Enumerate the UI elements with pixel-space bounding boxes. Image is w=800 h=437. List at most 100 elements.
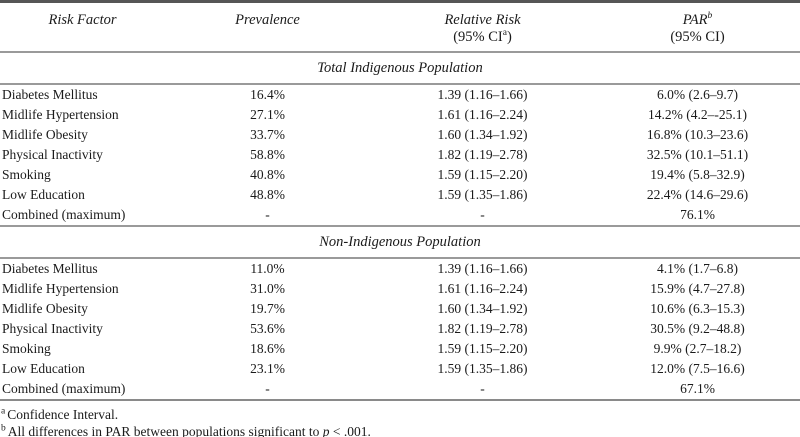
par-cell: 30.5% (9.2–48.8) [650,321,745,336]
table-row: Midlife Hypertension 27.1% 1.61 (1.16–2.24… [0,105,800,125]
table-row: Smoking 40.8% 1.59 (1.15–2.20) 19.4% (5.8–3… [0,165,800,185]
relative-risk-cell: 1.59 (1.35–1.86) [437,361,528,376]
header-relative-risk-label: Relative Risk [444,12,521,28]
par-cell: 15.9% (4.7–27.8) [650,281,745,296]
prevalence-cell: 58.8% [250,147,285,162]
relative-risk-cell: 1.59 (1.15–2.20) [437,341,528,356]
footnote-b-text: All differences in PAR between populatio… [8,424,371,437]
footnote-b: b All differences in PAR between populati… [1,423,800,437]
par-cell: 22.4% (14.6–29.6) [646,187,749,202]
par-cell: 12.0% (7.5–16.6) [650,361,745,376]
risk-factor-cell: Combined (maximum) [2,207,126,222]
prevalence-cell: - [265,207,270,222]
table-row: Combined (maximum) - - 76.1% [0,205,800,226]
risk-factor-cell: Midlife Hypertension [2,107,119,122]
footnote-a-marker: a [1,406,6,417]
prevalence-cell: 48.8% [250,187,285,202]
relative-risk-cell: 1.61 (1.16–2.24) [437,107,528,122]
table-header: Risk Factor Prevalence Relative Risk (95… [0,2,800,53]
risk-factor-cell: Smoking [2,341,51,356]
par-cell: 14.2% (4.2–-25.1) [648,107,747,122]
header-par: PARb (95% CI) [595,2,800,53]
risk-factor-cell: Diabetes Mellitus [2,261,98,276]
relative-risk-cell: - [480,381,485,396]
relative-risk-cell: 1.82 (1.19–2.78) [437,321,528,336]
par-cell: 16.8% (10.3–23.6) [646,127,749,142]
header-risk-factor: Risk Factor [0,2,165,53]
prevalence-cell: 40.8% [250,167,285,182]
section-title-row: Total Indigenous Population [0,51,800,85]
prevalence-cell: 23.1% [250,361,285,376]
risk-factor-cell: Low Education [2,361,85,376]
risk-factor-cell: Midlife Hypertension [2,281,119,296]
risk-factor-cell: Combined (maximum) [2,381,126,396]
prevalence-cell: 27.1% [250,107,285,122]
footnote-b-p-term: p [322,424,330,437]
relative-risk-cell: - [480,207,485,222]
prevalence-cell: 19.7% [250,301,285,316]
relative-risk-cell: 1.59 (1.15–2.20) [437,167,528,182]
section-total-indigenous: Total Indigenous Population Diabetes Mel… [0,51,800,226]
risk-factor-cell: Physical Inactivity [2,321,103,336]
relative-risk-cell: 1.39 (1.16–1.66) [437,87,528,102]
header-par-text: PAR [682,12,708,28]
par-cell: 6.0% (2.6–9.7) [657,87,738,102]
relative-risk-cell: 1.60 (1.34–1.92) [437,301,528,316]
par-cell: 32.5% (10.1–51.1) [646,147,749,162]
relative-risk-cell: 1.60 (1.34–1.92) [437,127,528,142]
header-par-label: PARb [682,11,713,28]
table-row: Midlife Obesity 33.7% 1.60 (1.34–1.92) 16.8… [0,125,800,145]
table-row: Midlife Hypertension 31.0% 1.61 (1.16–2.24… [0,279,800,299]
footnote-b-text-post: < .001. [329,424,371,437]
table-row: Low Education 48.8% 1.59 (1.35–1.86) 22.4% … [0,185,800,205]
prevalence-cell: 16.4% [250,87,285,102]
table-row: Physical Inactivity 53.6% 1.82 (1.19–2.78)… [0,319,800,339]
header-ci-pre: (95% CI [453,29,503,45]
prevalence-cell: 11.0% [250,261,285,276]
risk-factor-table: Risk Factor Prevalence Relative Risk (95… [0,0,800,400]
risk-factor-cell: Midlife Obesity [2,301,88,316]
par-cell: 19.4% (5.8–32.9) [650,167,745,182]
footnote-marker-a-ref: a [502,28,507,39]
header-par-ci: (95% CI) [670,29,725,45]
header-prevalence-label: Prevalence [235,12,300,28]
section-title: Non-Indigenous Population [0,225,800,259]
par-cell: 67.1% [680,381,715,396]
table-row: Midlife Obesity 19.7% 1.60 (1.34–1.92) 10.6… [0,299,800,319]
prevalence-cell: 33.7% [250,127,285,142]
risk-factor-cell: Midlife Obesity [2,127,88,142]
table-row: Diabetes Mellitus 11.0% 1.39 (1.16–1.66) 4.… [0,258,800,279]
par-cell: 9.9% (2.7–18.2) [653,341,742,356]
par-cell: 4.1% (1.7–6.8) [657,261,738,276]
header-relative-risk: Relative Risk (95% CIa) [370,2,595,53]
section-title-row: Non-Indigenous Population [0,225,800,259]
footnote-a-text: Confidence Interval. [7,407,119,422]
risk-factor-cell: Physical Inactivity [2,147,103,162]
risk-factor-cell: Diabetes Mellitus [2,87,98,102]
prevalence-cell: 18.6% [250,341,285,356]
section-title: Total Indigenous Population [0,51,800,85]
table-row: Combined (maximum) - - 67.1% [0,379,800,400]
footnote-b-text-pre: All differences in PAR between populatio… [7,424,323,437]
table-row: Low Education 23.1% 1.59 (1.35–1.86) 12.0% … [0,359,800,379]
relative-risk-cell: 1.82 (1.19–2.78) [437,147,528,162]
prevalence-cell: - [265,381,270,396]
footnotes: a Confidence Interval. b All differences i… [0,406,800,437]
relative-risk-cell: 1.61 (1.16–2.24) [437,281,528,296]
footnote-a: a Confidence Interval. [1,406,800,423]
relative-risk-cell: 1.39 (1.16–1.66) [437,261,528,276]
par-cell: 10.6% (6.3–15.3) [650,301,745,316]
footnote-marker-b-ref: b [707,11,713,22]
table-row: Diabetes Mellitus 16.4% 1.39 (1.16–1.66) 6.… [0,84,800,105]
header-prevalence: Prevalence [165,2,370,53]
relative-risk-cell: 1.59 (1.35–1.86) [437,187,528,202]
prevalence-cell: 53.6% [250,321,285,336]
par-cell: 76.1% [680,207,715,222]
table-row: Smoking 18.6% 1.59 (1.15–2.20) 9.9% (2.7–18… [0,339,800,359]
risk-factor-cell: Low Education [2,187,85,202]
footnote-b-marker: b [1,423,6,434]
header-ci-post: ) [506,29,512,45]
header-relative-risk-ci: (95% CIa) [370,28,595,46]
prevalence-cell: 31.0% [250,281,285,296]
